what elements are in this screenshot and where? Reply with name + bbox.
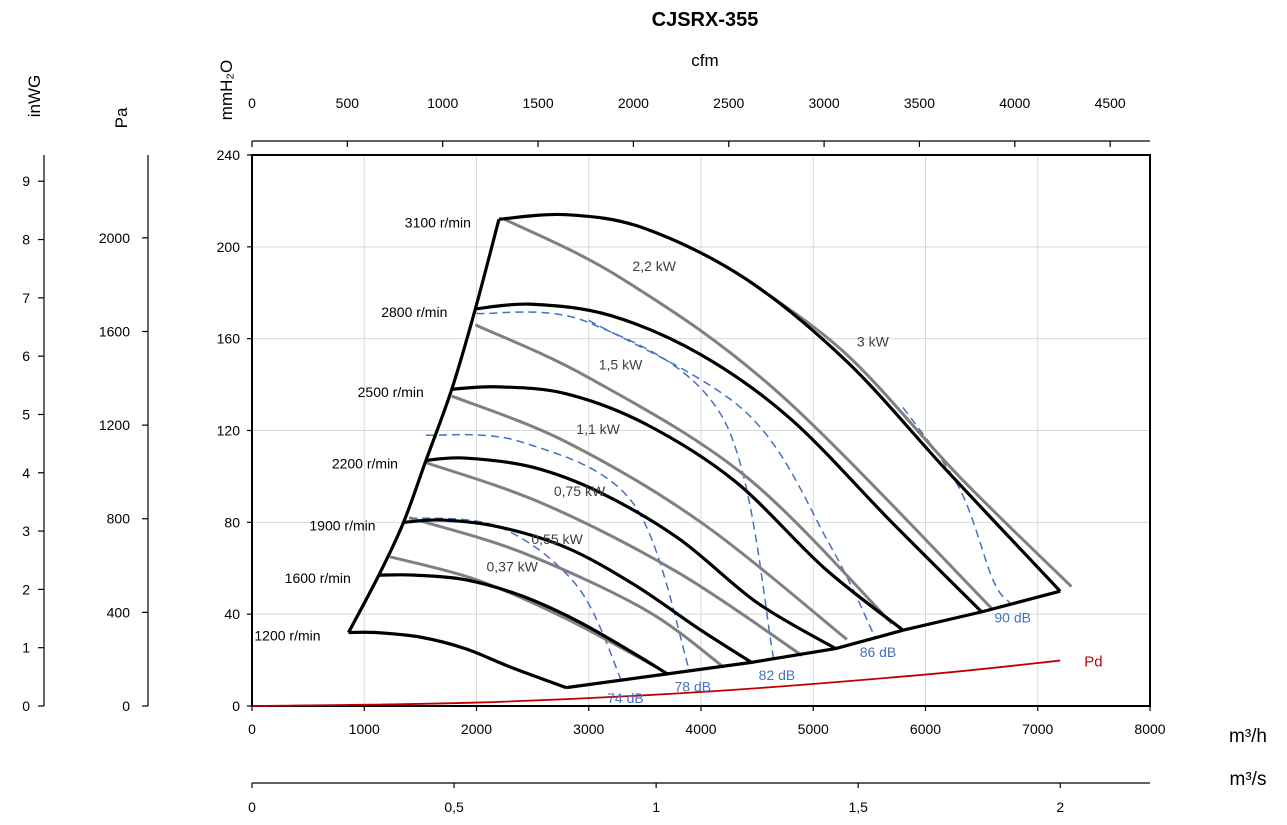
y-inwg-tick-label: 3 [22, 523, 30, 539]
x-bottom2-tick-label: 2 [1056, 799, 1064, 815]
y-inwg-tick-label: 1 [22, 640, 30, 656]
x-top-tick-label: 500 [336, 95, 360, 111]
series-layer [251, 212, 1073, 707]
boundary-left [347, 218, 501, 634]
x-top-tick-label: 0 [248, 95, 256, 111]
x-bottom-tick-label: 4000 [685, 721, 716, 737]
sound-curve-label: 74 dB [607, 690, 644, 706]
x-top-tick-label: 1000 [427, 95, 458, 111]
y-pa-tick-label: 400 [107, 604, 131, 620]
sound-curve-label: 86 dB [860, 644, 897, 660]
y-main-tick-label: 0 [232, 698, 240, 714]
x-bottom2-tick-label: 0 [248, 799, 256, 815]
speed-curve [475, 302, 983, 614]
y-pa-tick-label: 2000 [99, 230, 130, 246]
speed-curve-label: 1900 r/min [309, 517, 375, 533]
speed-curve [348, 630, 567, 690]
x-bottom-tick-label: 0 [248, 721, 256, 737]
y-inwg-tick-label: 2 [22, 581, 30, 597]
sound-curve-label: 82 dB [759, 667, 796, 683]
y-main-unit: mmH₂O [217, 60, 236, 120]
sound-curve-label: 78 dB [674, 679, 711, 695]
bottom-axis-unit: m³/h [1229, 726, 1267, 747]
boundary-bottom [566, 589, 1061, 690]
x-bottom-tick-label: 6000 [910, 721, 941, 737]
y-main-tick-label: 200 [217, 239, 241, 255]
power-curve [408, 516, 725, 669]
y-main-tick-label: 240 [217, 147, 241, 163]
y-inwg-tick-label: 9 [22, 173, 30, 189]
y-inwg-tick-label: 6 [22, 348, 30, 364]
x-top-tick-label: 2500 [713, 95, 744, 111]
speed-curve-label: 2200 r/min [332, 455, 398, 471]
y-pa-tick-label: 1600 [99, 323, 130, 339]
y-pa-tick-label: 1200 [99, 417, 130, 433]
speed-curve-label: 2800 r/min [381, 304, 447, 320]
power-curve-label: 0,75 kW [554, 483, 606, 499]
speed-curve-label: 1200 r/min [254, 628, 320, 644]
x-top-tick-label: 2000 [618, 95, 649, 111]
speed-curve [378, 573, 669, 676]
y-pa-unit: Pa [112, 107, 131, 128]
power-curve-label: 3 kW [857, 334, 890, 350]
speed-curve [403, 518, 753, 664]
y-main-tick-label: 40 [224, 606, 240, 622]
sound-curve [425, 433, 691, 672]
y-inwg-tick-label: 0 [22, 698, 30, 714]
chart-title: CJSRX-355 [652, 9, 759, 31]
y-main-tick-label: 120 [217, 423, 241, 439]
speed-curve [425, 456, 837, 650]
x-bottom-tick-label: 8000 [1134, 721, 1165, 737]
speed-curve-label: 2500 r/min [358, 384, 424, 400]
x-bottom-tick-label: 5000 [798, 721, 829, 737]
y-inwg-unit: inWG [25, 75, 44, 118]
speed-curve-label: 1600 r/min [285, 570, 351, 586]
y-pa-tick-label: 800 [107, 511, 131, 527]
pd-curve-label: Pd [1084, 654, 1102, 671]
sound-curve-label: 90 dB [994, 610, 1031, 626]
x-bottom2-tick-label: 1,5 [848, 799, 868, 815]
speed-curve [498, 212, 1062, 593]
x-top-tick-label: 4000 [999, 95, 1030, 111]
x-bottom-tick-label: 2000 [461, 721, 492, 737]
power-curve-label: 0,37 kW [487, 559, 539, 575]
y-inwg-tick-label: 5 [22, 406, 30, 422]
top-axis-unit: cfm [691, 51, 718, 70]
x-bottom2-tick-label: 1 [652, 799, 660, 815]
x-bottom-tick-label: 1000 [349, 721, 380, 737]
power-curve [503, 217, 994, 611]
x-bottom-tick-label: 3000 [573, 721, 604, 737]
x-bottom2-tick-label: 0,5 [444, 799, 464, 815]
y-inwg-tick-label: 8 [22, 232, 30, 248]
x-top-tick-label: 4500 [1095, 95, 1126, 111]
x-bottom-tick-label: 7000 [1022, 721, 1053, 737]
pd-curve [251, 659, 1061, 707]
power-curve [474, 323, 893, 625]
power-curve [389, 555, 657, 669]
x-top-tick-label: 3500 [904, 95, 935, 111]
speed-curve [451, 385, 905, 632]
power-curve-label: 1,5 kW [599, 357, 643, 373]
sound-curve [409, 516, 624, 684]
y-inwg-tick-label: 7 [22, 290, 30, 306]
y-main-tick-label: 160 [217, 331, 241, 347]
y-main-tick-label: 80 [224, 514, 240, 530]
power-curve [451, 394, 848, 641]
x-top-tick-label: 1500 [522, 95, 553, 111]
speed-curve-label: 3100 r/min [405, 214, 471, 230]
x-top-tick-label: 3000 [809, 95, 840, 111]
power-curve-label: 0,55 kW [531, 531, 583, 547]
y-pa-tick-label: 0 [122, 698, 130, 714]
y-inwg-tick-label: 4 [22, 465, 30, 481]
power-curve [425, 461, 803, 657]
power-curve-label: 2,2 kW [632, 258, 676, 274]
power-curve-label: 1,1 kW [576, 421, 620, 437]
bottom-axis2-unit: m³/s [1230, 769, 1267, 790]
label-layer: Pd 74 dB 78 dB 82 dB 86 dB 90 dB 0,37 kW 0,55 k… [254, 214, 1102, 706]
